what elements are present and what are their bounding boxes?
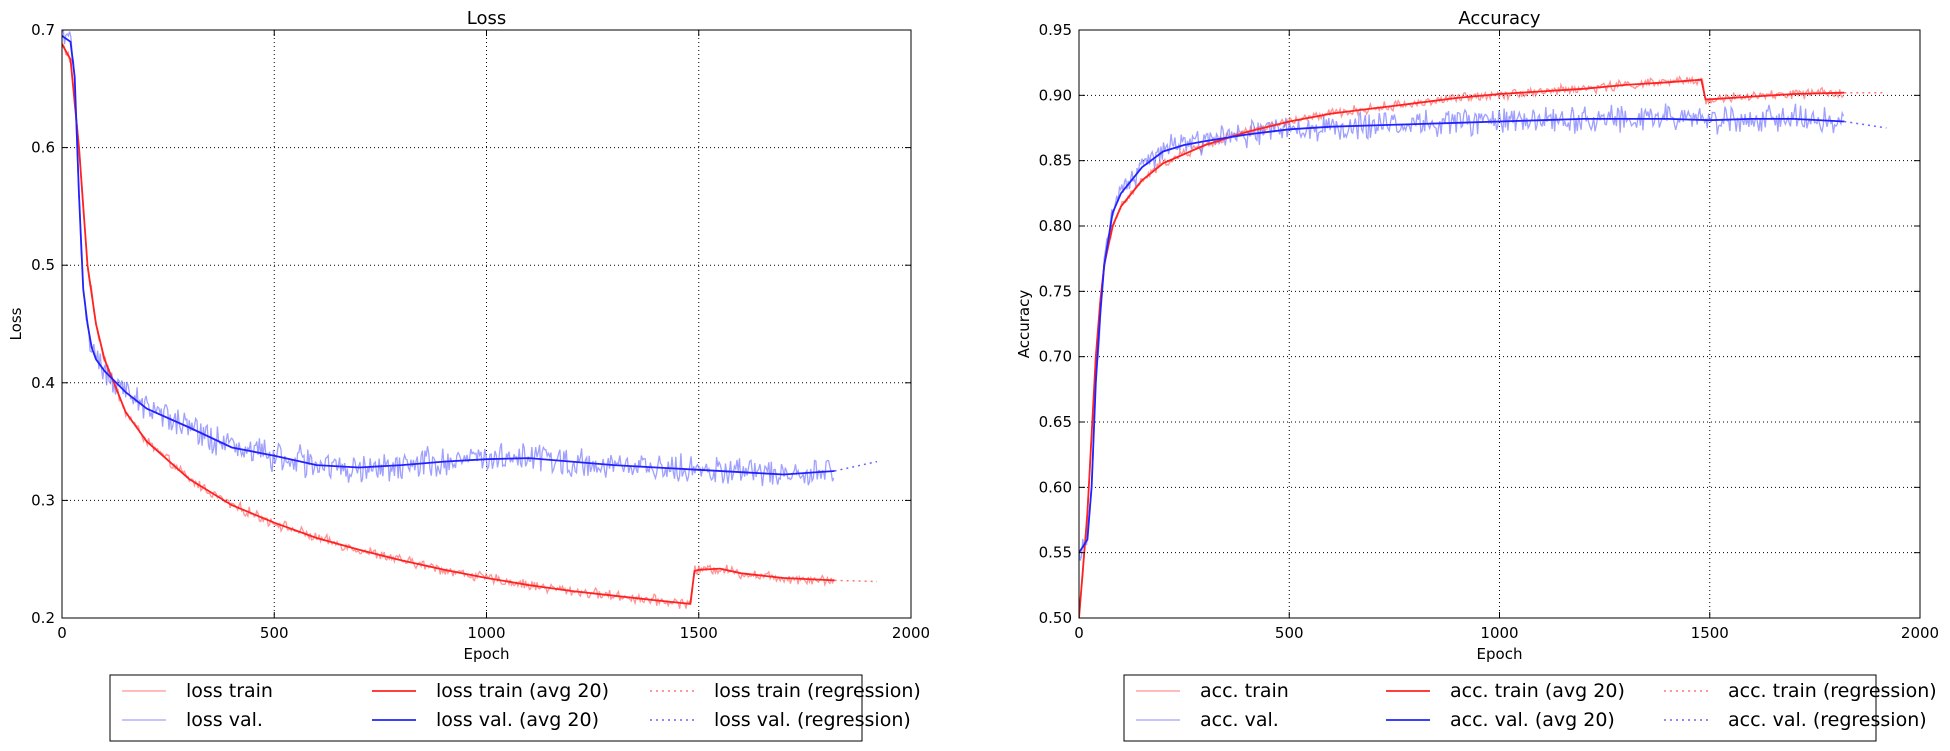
legend-label: loss val. (regression) [714,709,911,731]
x-axis-label: Epoch [464,645,510,663]
y-tick-label: 0.75 [1039,282,1072,300]
y-tick-label: 0.90 [1039,86,1072,104]
y-tick-label: 0.60 [1039,478,1072,496]
series-line-0 [62,43,835,609]
chart-panel-0: 0 500 1000 1500 2000 0.2 0.3 0.4 0.5 0.6 0.7 Loss Ep… [7,8,930,742]
legend: loss train loss train (avg 20) loss train … [109,674,921,742]
chart-panel-1: 0 500 1000 1500 2000 0.50 0.55 0.60 0.65 0.70 0.75… [1015,8,1939,742]
series-line-4 [834,579,878,583]
y-tick-label: 0.55 [1039,544,1072,562]
y-axis-label: Loss [7,307,25,340]
legend: acc. train acc. train (avg 20) acc. train … [1123,674,1937,742]
legend-label: loss val. [186,709,263,731]
x-tick-label: 1500 [680,624,718,642]
y-axis-label: Accuracy [1015,290,1033,359]
legend-label: acc. train [1200,680,1289,702]
series-line-0 [1079,75,1845,618]
y-tick-label: 0.7 [31,21,55,39]
y-tick-label: 0.4 [31,374,55,392]
legend-label: loss train (regression) [714,680,921,702]
y-tick-label: 0.85 [1039,152,1072,170]
x-tick-label: 2000 [1901,624,1939,642]
legend-label: loss train (avg 20) [436,680,609,702]
series-line-3 [62,35,835,476]
series-line-3 [1079,118,1845,554]
y-tick-label: 0.65 [1039,413,1072,431]
y-tick-label: 0.6 [31,139,55,157]
legend-label: acc. val. (avg 20) [1450,709,1615,731]
y-tick-label: 0.50 [1039,609,1072,627]
x-tick-label: 500 [260,624,289,642]
legend-label: loss train [186,680,273,702]
x-tick-label: 1000 [467,624,505,642]
x-tick-label: 0 [57,624,67,642]
y-tick-label: 0.70 [1039,348,1072,366]
x-tick-label: 500 [1275,624,1304,642]
x-axis-label: Epoch [1477,645,1523,663]
legend-label: loss val. (avg 20) [436,709,599,731]
series-line-5 [1844,120,1887,129]
series-line-2 [1079,78,1845,618]
y-tick-label: 0.2 [31,609,55,627]
legend-label: acc. train (regression) [1728,680,1937,702]
x-tick-label: 1000 [1480,624,1518,642]
x-tick-label: 2000 [892,624,930,642]
series-line-1 [1079,103,1845,561]
legend-label: acc. val. [1200,709,1279,731]
series-line-2 [62,43,835,605]
legend-box [1123,674,1877,742]
chart-title: Loss [467,8,506,29]
y-tick-label: 0.5 [31,256,55,274]
x-tick-label: 0 [1074,624,1084,642]
x-tick-label: 1500 [1691,624,1729,642]
series-line-1 [62,30,835,487]
legend-label: acc. train (avg 20) [1450,680,1625,702]
chart-title: Accuracy [1458,8,1541,29]
y-tick-label: 0.3 [31,491,55,509]
series-line-5 [834,460,878,472]
y-tick-label: 0.80 [1039,217,1072,235]
y-tick-label: 0.95 [1039,21,1072,39]
legend-box [109,674,863,742]
legend-label: acc. val. (regression) [1728,709,1927,731]
